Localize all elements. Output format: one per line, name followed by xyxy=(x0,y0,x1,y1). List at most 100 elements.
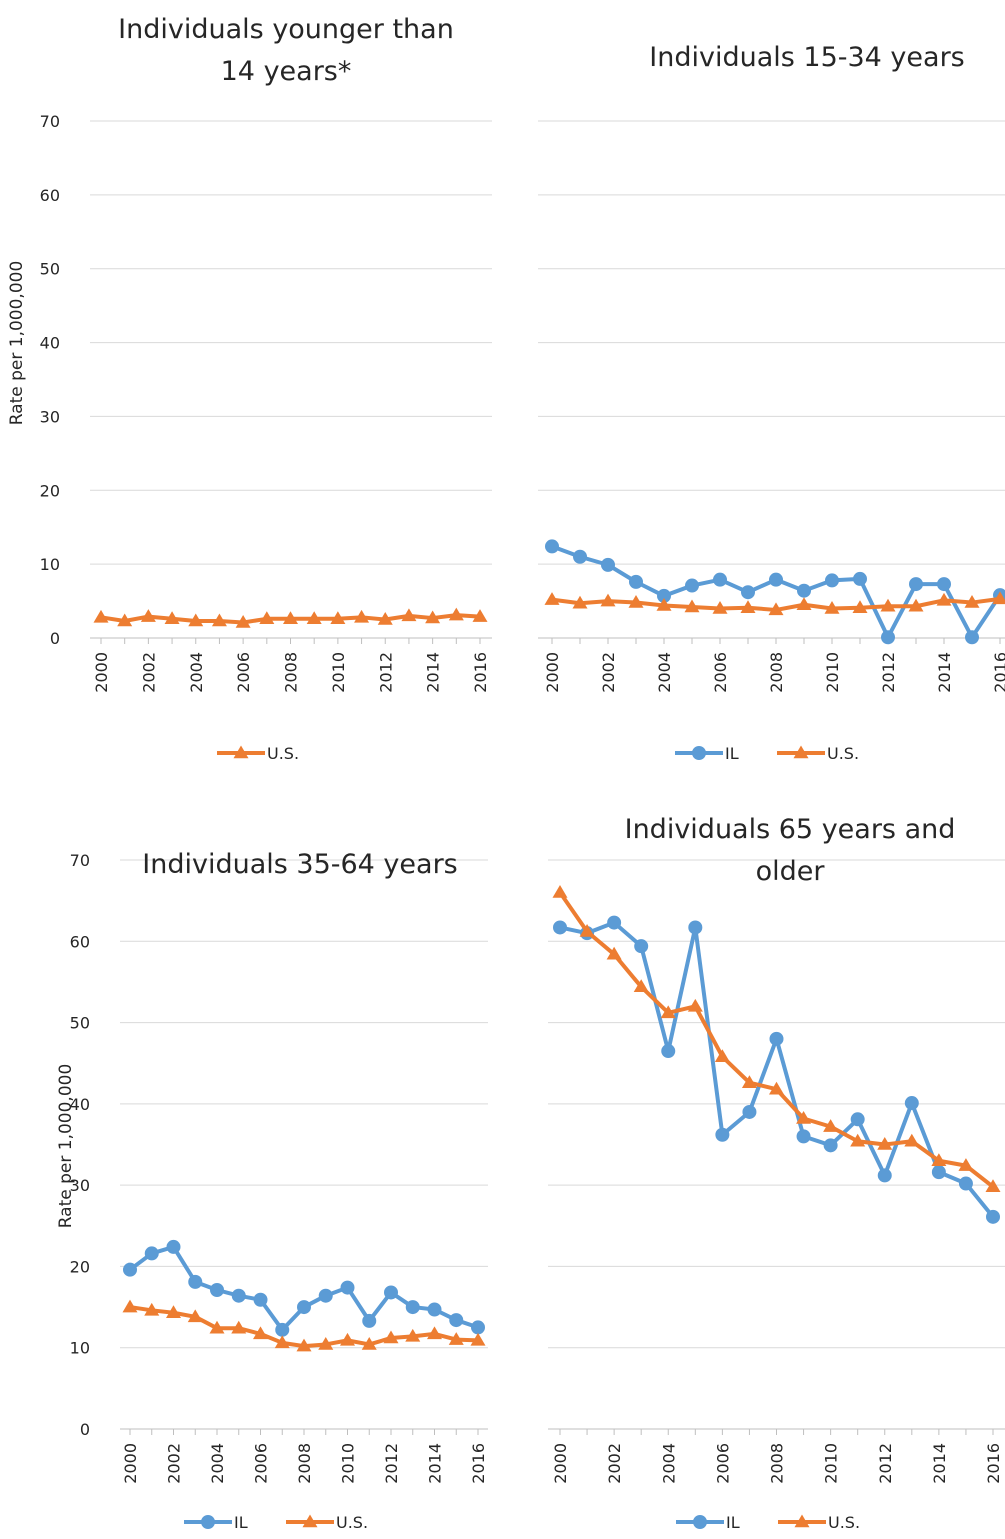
x-tick-label: 2014 xyxy=(424,652,443,693)
data-point xyxy=(187,1309,203,1323)
data-point xyxy=(362,1313,377,1328)
chart-title: 14 years* xyxy=(221,56,352,87)
data-point xyxy=(606,946,622,960)
data-point xyxy=(122,1299,138,1313)
data-point xyxy=(768,602,784,616)
data-point xyxy=(377,612,393,625)
data-point xyxy=(880,598,896,612)
y-axis-label: Rate per 1,000,000 xyxy=(56,1064,76,1229)
legend-label: IL xyxy=(725,744,739,763)
data-point xyxy=(384,1285,398,1300)
x-tick-label: 2006 xyxy=(711,652,730,693)
data-point xyxy=(340,1332,355,1346)
data-point xyxy=(553,920,567,935)
data-point xyxy=(715,1127,730,1142)
x-tick-label: 2010 xyxy=(823,652,842,693)
data-point xyxy=(123,1262,137,1277)
data-point xyxy=(253,1292,268,1307)
data-point xyxy=(93,609,109,623)
data-point xyxy=(306,611,322,625)
data-point xyxy=(688,920,703,935)
data-point xyxy=(579,924,595,937)
data-point xyxy=(573,549,587,564)
data-point xyxy=(405,1300,420,1315)
data-point xyxy=(877,1137,893,1150)
data-point xyxy=(958,1176,973,1191)
chart-title: Individuals younger than xyxy=(118,14,454,45)
series-us xyxy=(93,607,488,628)
series-line xyxy=(551,544,1002,640)
data-point xyxy=(601,557,615,572)
data-point xyxy=(712,600,728,614)
data-point xyxy=(629,574,643,589)
legend-marker xyxy=(201,1515,215,1529)
legend: IL U.S. xyxy=(184,1513,368,1532)
series-il xyxy=(545,539,1005,645)
data-point xyxy=(188,1274,203,1289)
x-tick-label: 2004 xyxy=(187,652,206,693)
data-point xyxy=(449,1313,464,1328)
y-tick-label: 50 xyxy=(70,1014,90,1033)
legend-marker xyxy=(793,745,809,759)
x-tick-label: 2012 xyxy=(382,1443,401,1484)
legend-marker xyxy=(692,746,706,760)
y-tick-label: 0 xyxy=(50,629,60,648)
x-tick-label: 2008 xyxy=(295,1443,314,1484)
legend-marker xyxy=(794,1514,810,1528)
chart-title: Individuals 15-34 years xyxy=(649,42,964,73)
y-tick-label: 60 xyxy=(40,186,60,205)
x-tick-label: 2006 xyxy=(713,1443,732,1484)
data-point xyxy=(235,614,251,628)
y-tick-label: 20 xyxy=(70,1257,90,1276)
y-tick-label: 70 xyxy=(70,851,90,870)
legend-label: IL xyxy=(726,1513,740,1532)
data-point xyxy=(318,1288,333,1303)
x-tick-label: 2006 xyxy=(252,1443,271,1484)
data-point xyxy=(210,1283,224,1298)
data-point xyxy=(741,1075,757,1088)
data-point xyxy=(964,595,980,608)
x-tick-label: 2000 xyxy=(92,652,111,693)
y-tick-label: 30 xyxy=(70,1176,90,1195)
data-point xyxy=(796,597,812,611)
x-tick-label: 2016 xyxy=(471,652,490,693)
data-point xyxy=(427,1302,442,1317)
data-point xyxy=(825,573,839,588)
data-point xyxy=(144,1302,160,1316)
series-line xyxy=(128,1244,479,1332)
data-point xyxy=(383,1330,399,1344)
series-il xyxy=(123,1239,485,1337)
data-point xyxy=(850,1133,866,1147)
data-point xyxy=(634,939,649,954)
legend-marker xyxy=(302,1514,318,1528)
data-point xyxy=(661,1044,676,1059)
data-point xyxy=(209,1320,225,1334)
data-point xyxy=(656,598,672,611)
x-tick-label: 2014 xyxy=(930,1443,949,1484)
y-tick-label: 60 xyxy=(70,932,90,951)
data-point xyxy=(958,1158,974,1171)
data-point xyxy=(607,915,622,930)
data-point xyxy=(769,1031,784,1046)
legend-marker xyxy=(693,1515,707,1529)
legend-label: U.S. xyxy=(267,744,299,763)
data-point xyxy=(283,611,298,625)
data-point xyxy=(685,578,699,593)
x-tick-label: 2000 xyxy=(543,652,562,693)
data-point xyxy=(552,885,568,898)
x-tick-label: 2016 xyxy=(984,1443,1003,1484)
legend-label: IL xyxy=(234,1513,248,1532)
data-point xyxy=(931,1153,947,1167)
data-point xyxy=(904,1133,920,1147)
legend-label: U.S. xyxy=(828,1513,860,1532)
data-point xyxy=(992,591,1005,605)
data-point xyxy=(140,609,156,622)
data-point xyxy=(275,1322,290,1337)
data-point xyxy=(427,1326,442,1340)
data-point xyxy=(796,1110,812,1124)
series-us xyxy=(544,591,1005,616)
data-point xyxy=(823,1138,838,1153)
data-point xyxy=(852,600,868,613)
x-tick-label: 2008 xyxy=(768,1443,787,1484)
legend-label: U.S. xyxy=(336,1513,368,1532)
